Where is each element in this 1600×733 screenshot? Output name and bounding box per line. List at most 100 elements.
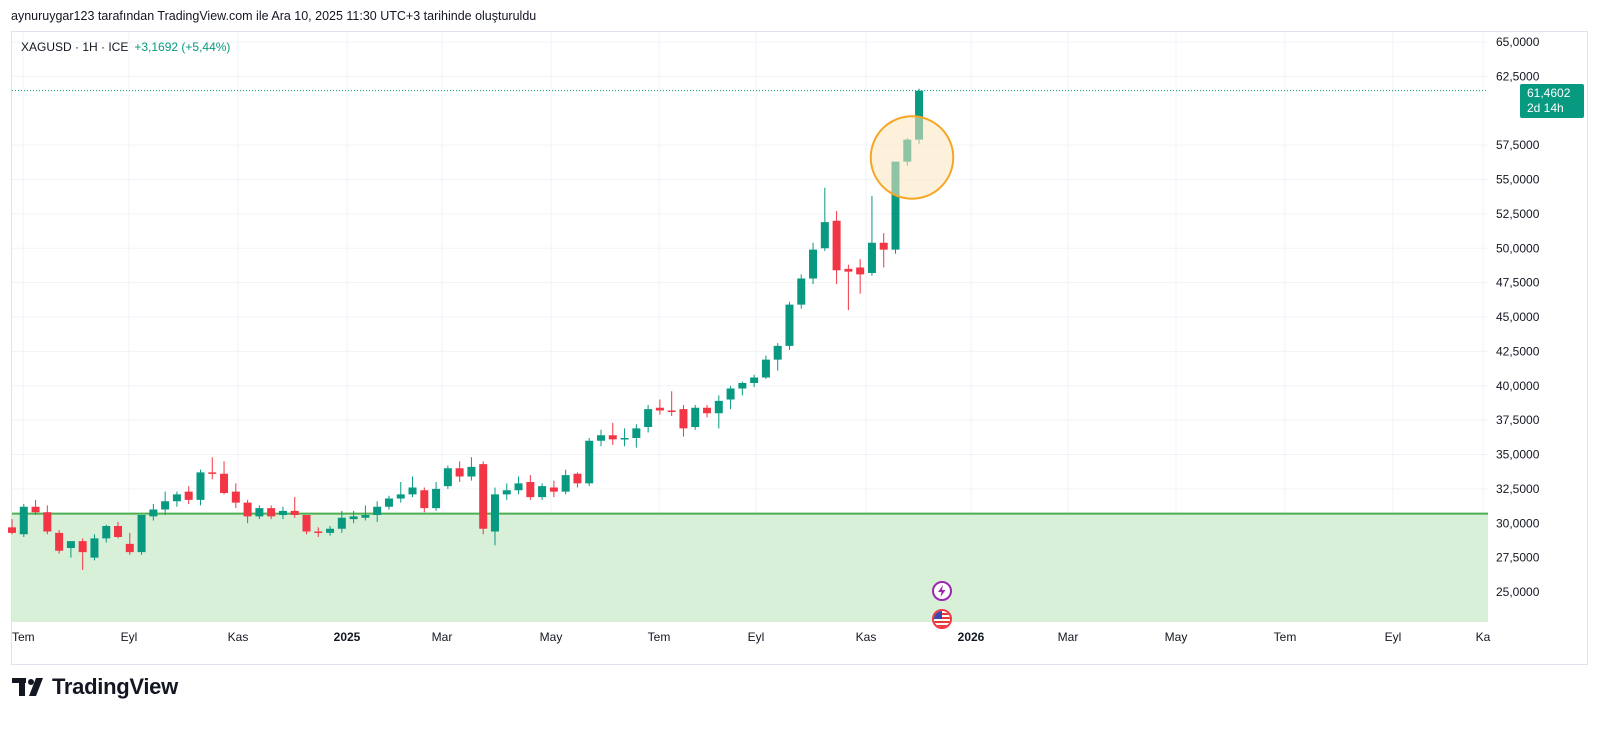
candle-up [408, 476, 417, 498]
candle-down [420, 487, 429, 513]
price-axis[interactable]: 65,0000 62,5000 57,5000 55,0000 52,5000 50,00… [1496, 35, 1540, 599]
time-axis-label: May [540, 630, 563, 644]
candle-body [844, 268, 853, 272]
time-axis-label: 2025 [334, 630, 361, 644]
bar-countdown: 2d 14h [1527, 101, 1564, 115]
candle-down [114, 521, 123, 539]
candle-down [549, 480, 558, 498]
price-axis-label: 35,0000 [1496, 448, 1540, 462]
candle-body [597, 435, 605, 441]
time-axis-label: Eyl [121, 630, 138, 644]
candle-body [785, 304, 794, 346]
candle-body [773, 345, 782, 360]
candle-body [90, 538, 99, 558]
candle-up [620, 428, 629, 447]
last-price-tag: 61,4602 2d 14h [1520, 84, 1584, 118]
candle-down [844, 264, 853, 311]
tradingview-logo[interactable]: TradingView [12, 672, 178, 702]
candle-up [396, 482, 405, 503]
time-axis-label: Mar [432, 630, 453, 644]
candle-body [149, 509, 158, 517]
time-axis-label: Tem [12, 630, 35, 644]
candle-body [78, 541, 87, 553]
candle-body [326, 528, 335, 533]
candle-up [66, 541, 75, 558]
symbol-label: XAGUSD · 1H · ICE [21, 40, 129, 54]
time-axis-label: Eyl [1385, 630, 1402, 644]
candle-body [314, 531, 323, 533]
time-axis-label: Ka [1476, 630, 1491, 644]
candle-up [632, 424, 641, 448]
candle-up [432, 482, 441, 511]
candle-body [43, 512, 52, 532]
candle-body [361, 515, 370, 518]
candle-down [703, 405, 712, 418]
candle-down [526, 475, 535, 500]
candle-up [384, 495, 393, 510]
candle-body [608, 435, 617, 440]
price-axis-label: 50,0000 [1496, 241, 1540, 255]
candle-body [573, 473, 582, 484]
candle-body [856, 267, 865, 275]
candle-down [31, 499, 40, 515]
candle-up [337, 510, 346, 533]
candle-body [184, 491, 193, 500]
candle-body [455, 468, 464, 477]
us-flag-event-icon[interactable] [932, 609, 952, 629]
candle-down [679, 405, 688, 437]
candle-body [879, 242, 888, 250]
candle-up [714, 395, 723, 429]
candle-body [137, 515, 146, 553]
candle-up [597, 429, 605, 447]
highlight-ellipse [869, 115, 955, 200]
support-zone-fill [12, 513, 1488, 622]
candle-body [526, 482, 535, 498]
candle-up [691, 405, 700, 430]
candle-body [490, 494, 499, 532]
candle-up [538, 483, 547, 500]
candle-body [620, 438, 629, 440]
candle-body [750, 377, 759, 383]
candle-body [549, 487, 558, 492]
candle-up [867, 196, 876, 276]
last-price-value: 61,4602 [1527, 86, 1571, 100]
candle-body [443, 468, 452, 487]
time-axis[interactable]: Tem Eyl Kas 2025 Mar May Tem Eyl Kas 2026 Mar May Te… [12, 630, 1491, 644]
candle-down [302, 515, 311, 535]
candle-down [290, 497, 299, 518]
candle-body [761, 359, 770, 378]
time-axis-label: Tem [1274, 630, 1297, 644]
candle-down [667, 391, 676, 416]
candle-body [538, 486, 547, 498]
candle-up [137, 515, 146, 555]
candle-body [738, 383, 747, 389]
lightning-event-icon[interactable] [932, 581, 952, 601]
symbol-legend[interactable]: XAGUSD · 1H · ICE +3,1692 (+5,44%) [21, 40, 230, 54]
candle-body [408, 487, 417, 495]
candle-down [184, 486, 193, 504]
candle-body [349, 516, 358, 520]
candle-body [255, 508, 264, 517]
price-axis-label: 40,0000 [1496, 379, 1540, 393]
price-axis-label: 52,5000 [1496, 207, 1540, 221]
price-axis-label: 37,5000 [1496, 413, 1540, 427]
candle-body [561, 475, 570, 492]
candle-body [161, 501, 170, 510]
time-axis-label: Tem [648, 630, 671, 644]
price-axis-label: 25,0000 [1496, 585, 1540, 599]
candle-down [479, 461, 488, 535]
candle-down [314, 527, 323, 537]
candle-up [785, 301, 794, 350]
candle-up [19, 504, 28, 537]
candle-body [820, 222, 829, 249]
candle-down [856, 259, 865, 294]
candle-body [196, 472, 205, 500]
candle-up [761, 355, 770, 379]
candle-body [832, 220, 841, 271]
candle-down [55, 530, 64, 554]
candle-up [373, 501, 382, 522]
candle-body [220, 473, 229, 493]
candle-up [738, 381, 747, 396]
candle-up [809, 242, 818, 284]
